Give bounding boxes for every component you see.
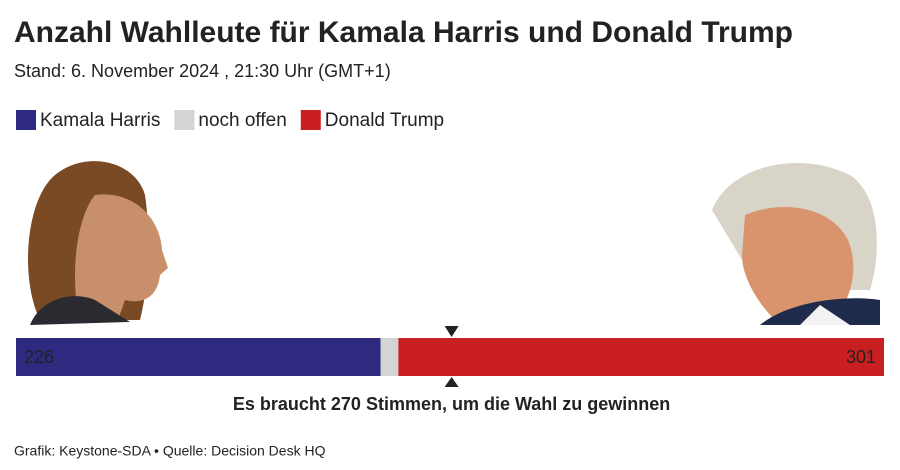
harris-photo <box>28 161 168 325</box>
trump-photo <box>712 162 880 325</box>
legend-swatch <box>16 110 36 130</box>
legend-label: Donald Trump <box>325 110 444 131</box>
value-label: 301 <box>846 347 876 367</box>
bar-segment <box>380 338 399 376</box>
value-label: 226 <box>24 347 54 367</box>
legend-label: Kamala Harris <box>40 110 160 131</box>
bar-segment <box>16 338 381 376</box>
legend-swatch <box>300 110 321 130</box>
source: Grafik: Keystone-SDA • Quelle: Decision … <box>14 443 326 459</box>
chart-subtitle: Stand: 6. November 2024 , 21:30 Uhr (GMT… <box>14 61 391 81</box>
chart-title: Anzahl Wahlleute für Kamala Harris und D… <box>14 16 793 49</box>
legend-swatch <box>174 110 195 130</box>
threshold-label: Es braucht 270 Stimmen, um die Wahl zu g… <box>233 394 670 414</box>
threshold-marker <box>444 377 459 387</box>
legend-label: noch offen <box>198 110 286 131</box>
bar-segment <box>398 338 884 376</box>
threshold-marker <box>444 326 459 337</box>
